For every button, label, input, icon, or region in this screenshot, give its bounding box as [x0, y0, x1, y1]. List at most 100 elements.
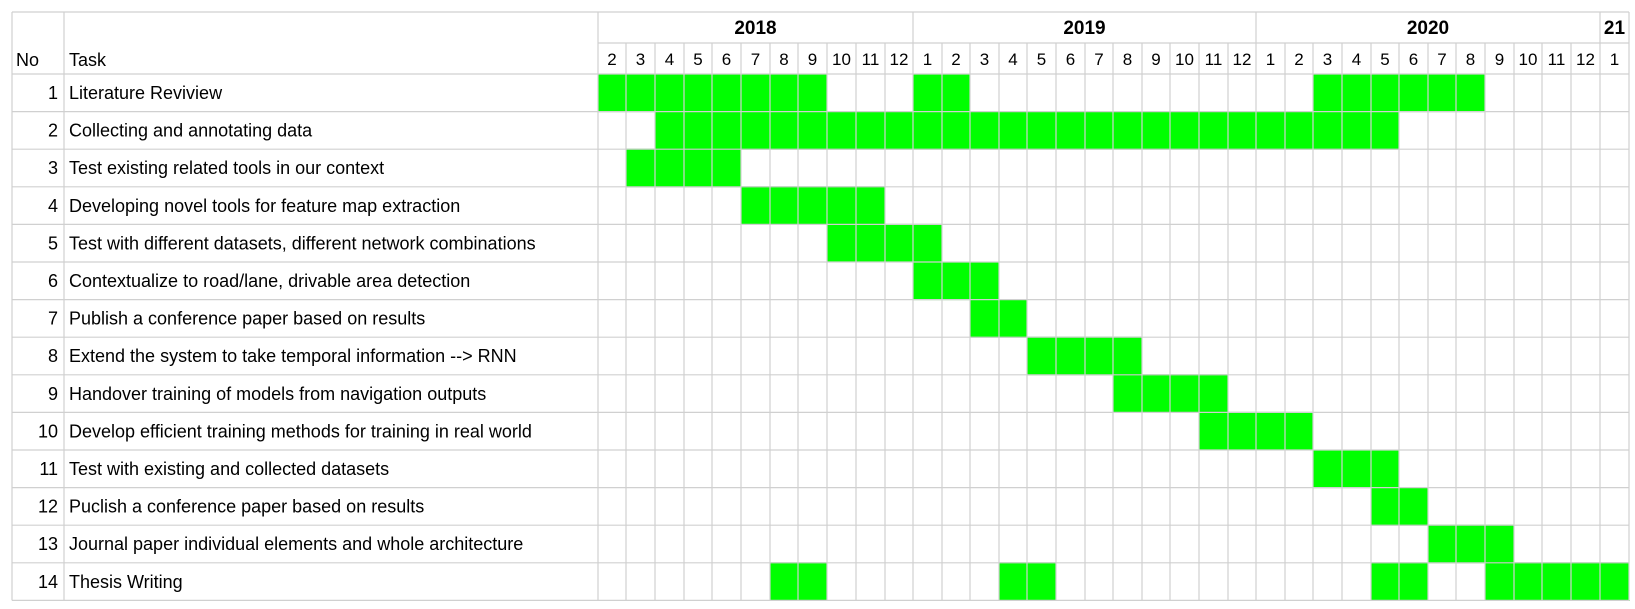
month-label: 2	[607, 50, 616, 69]
task-8-month-15-bar	[1026, 336, 1057, 376]
month-label: 12	[1233, 50, 1252, 69]
task-1-month-0-bar	[597, 73, 627, 113]
month-label: 7	[1094, 50, 1103, 69]
month-label: 12	[890, 50, 909, 69]
task-10-month-24-bar	[1284, 411, 1314, 451]
task-14-month-35-bar	[1599, 562, 1630, 601]
task-2-month-22-bar	[1227, 111, 1257, 150]
gantt-labels: No Task 2018 2019 2020 212 3 4 5 6 7 8 9 10 11 12 1 2 3 4…	[16, 18, 1625, 592]
month-label: 1	[923, 50, 932, 69]
task-2-month-8-bar	[826, 111, 857, 150]
task-1-month-1-bar	[625, 73, 656, 113]
task-name: Contextualize to road/lane, drivable are…	[69, 271, 470, 291]
task-number: 12	[38, 497, 58, 517]
task-14-month-34-bar	[1570, 562, 1601, 601]
task-4-month-6-bar	[769, 186, 799, 225]
task-3-month-1-bar	[625, 148, 656, 188]
task-number: 10	[38, 421, 58, 441]
task-2-month-16-bar	[1055, 111, 1086, 150]
task-2-month-10-bar	[884, 111, 914, 150]
task-1-month-7-bar	[797, 73, 828, 113]
month-label: 4	[665, 50, 674, 69]
month-label: 7	[1437, 50, 1446, 69]
task-10-month-22-bar	[1227, 411, 1257, 451]
task-3-month-2-bar	[654, 148, 685, 188]
task-7-month-13-bar	[969, 299, 1000, 338]
month-label: 5	[1037, 50, 1046, 69]
task-5-month-10-bar	[884, 223, 914, 263]
task-name: Literature Reviview	[69, 83, 223, 103]
task-8-month-16-bar	[1055, 336, 1086, 376]
task-number: 11	[39, 459, 58, 479]
task-2-month-27-bar	[1370, 111, 1400, 150]
task-10-month-23-bar	[1255, 411, 1286, 451]
task-6-month-13-bar	[969, 261, 1000, 301]
month-label: 9	[808, 50, 817, 69]
month-label: 9	[1495, 50, 1504, 69]
task-2-month-13-bar	[969, 111, 1000, 150]
task-2-month-4-bar	[711, 111, 742, 150]
task-name: Test with different datasets, different …	[69, 233, 536, 253]
task-2-month-11-bar	[912, 111, 943, 150]
month-label: 12	[1576, 50, 1595, 69]
task-name: Test existing related tools in our conte…	[69, 158, 384, 178]
task-1-month-12-bar	[941, 73, 971, 113]
month-label: 2	[951, 50, 960, 69]
task-11-month-25-bar	[1312, 449, 1343, 489]
task-14-month-6-bar	[769, 562, 799, 601]
task-2-month-14-bar	[998, 111, 1028, 150]
month-label: 2	[1294, 50, 1303, 69]
task-8-month-18-bar	[1112, 336, 1143, 376]
task-13-month-30-bar	[1455, 524, 1486, 564]
task-5-month-9-bar	[855, 223, 886, 263]
task-14-month-32-bar	[1513, 562, 1543, 601]
task-14-month-33-bar	[1541, 562, 1572, 601]
month-label: 1	[1266, 50, 1275, 69]
month-label: 4	[1352, 50, 1361, 69]
task-2-month-2-bar	[654, 111, 685, 150]
task-name: Thesis Writing	[69, 572, 183, 592]
year-label: 21	[1604, 18, 1626, 39]
task-13-month-29-bar	[1427, 524, 1457, 564]
task-1-month-26-bar	[1341, 73, 1372, 113]
month-label: 8	[779, 50, 788, 69]
task-2-month-20-bar	[1169, 111, 1200, 150]
month-label: 10	[1519, 50, 1538, 69]
task-3-month-3-bar	[683, 148, 713, 188]
month-label: 3	[980, 50, 989, 69]
month-label: 9	[1151, 50, 1160, 69]
task-9-month-18-bar	[1112, 374, 1143, 413]
header-task: Task	[69, 50, 107, 70]
task-4-month-7-bar	[797, 186, 828, 225]
task-number: 1	[48, 83, 58, 103]
task-2-month-15-bar	[1026, 111, 1057, 150]
month-label: 8	[1466, 50, 1475, 69]
task-2-month-17-bar	[1084, 111, 1114, 150]
task-name: Handover training of models from navigat…	[69, 384, 486, 404]
task-number: 9	[48, 384, 58, 404]
task-12-month-27-bar	[1370, 487, 1400, 526]
task-14-month-15-bar	[1026, 562, 1057, 601]
month-label: 4	[1008, 50, 1017, 69]
month-label: 6	[722, 50, 731, 69]
month-label: 10	[1175, 50, 1194, 69]
year-label: 2019	[1063, 18, 1105, 39]
task-14-month-27-bar	[1370, 562, 1400, 601]
task-number: 8	[48, 346, 58, 366]
month-label: 7	[751, 50, 760, 69]
task-9-month-20-bar	[1169, 374, 1200, 413]
task-1-month-30-bar	[1455, 73, 1486, 113]
task-6-month-11-bar	[912, 261, 943, 301]
task-2-month-26-bar	[1341, 111, 1372, 150]
task-number: 4	[48, 196, 58, 216]
task-number: 7	[48, 309, 58, 329]
task-number: 14	[38, 572, 58, 592]
task-14-month-31-bar	[1484, 562, 1515, 601]
month-label: 11	[1205, 50, 1223, 69]
month-label: 6	[1409, 50, 1418, 69]
task-8-month-17-bar	[1084, 336, 1114, 376]
task-2-month-5-bar	[740, 111, 771, 150]
task-2-month-25-bar	[1312, 111, 1343, 150]
task-13-month-31-bar	[1484, 524, 1515, 564]
